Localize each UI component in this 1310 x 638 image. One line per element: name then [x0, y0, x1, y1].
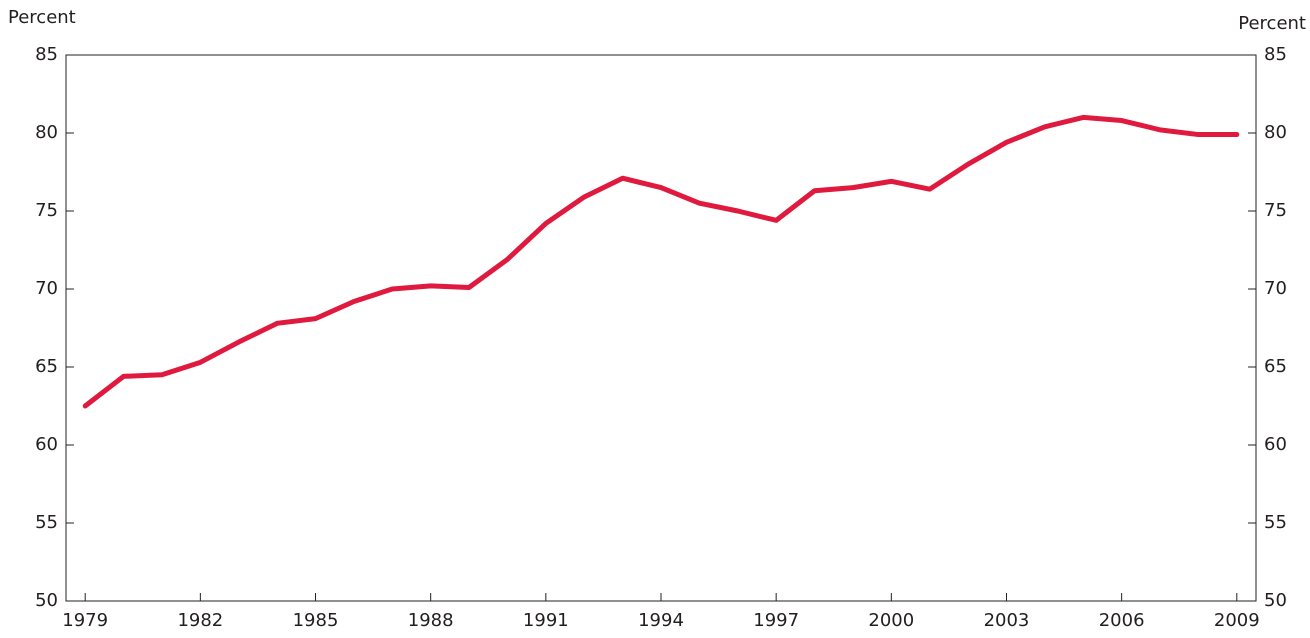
- y-tick-label: 70: [35, 278, 58, 299]
- x-tick-label: 1997: [753, 610, 799, 631]
- x-tick-label: 2006: [1099, 610, 1145, 631]
- x-tick-label: 1991: [523, 610, 569, 631]
- y-tick-label: 80: [35, 122, 58, 143]
- y-axis-label: Percent: [8, 7, 76, 28]
- data-line: [82, 114, 1240, 409]
- y-tick-label: 50: [35, 590, 58, 611]
- x-tick-label: 2009: [1214, 610, 1260, 631]
- plot-frame: [65, 54, 1257, 602]
- y-tick-label: 55: [35, 512, 58, 533]
- y-tick-label: 65: [35, 356, 58, 377]
- y2-tick-label: 85: [1264, 44, 1287, 65]
- y-tick-label: 85: [35, 44, 58, 65]
- y2-tick-label: 80: [1264, 122, 1287, 143]
- y-tick-label: 75: [35, 200, 58, 221]
- y2-tick-label: 55: [1264, 512, 1287, 533]
- x-tick-label: 2000: [868, 610, 914, 631]
- y-tick-label: 60: [35, 434, 58, 455]
- x-tick-label: 2003: [984, 610, 1030, 631]
- y2-axis-label: Percent: [1238, 13, 1306, 34]
- x-tick-label: 1985: [293, 610, 339, 631]
- y2-tick-label: 65: [1264, 356, 1287, 377]
- x-tick-label: 1982: [177, 610, 223, 631]
- x-tick-label: 1979: [62, 610, 108, 631]
- x-tick-label: 1988: [408, 610, 454, 631]
- y2-tick-label: 75: [1264, 200, 1287, 221]
- y2-tick-label: 70: [1264, 278, 1287, 299]
- y2-tick-label: 60: [1264, 434, 1287, 455]
- y2-tick-label: 50: [1264, 590, 1287, 611]
- x-tick-label: 1994: [638, 610, 684, 631]
